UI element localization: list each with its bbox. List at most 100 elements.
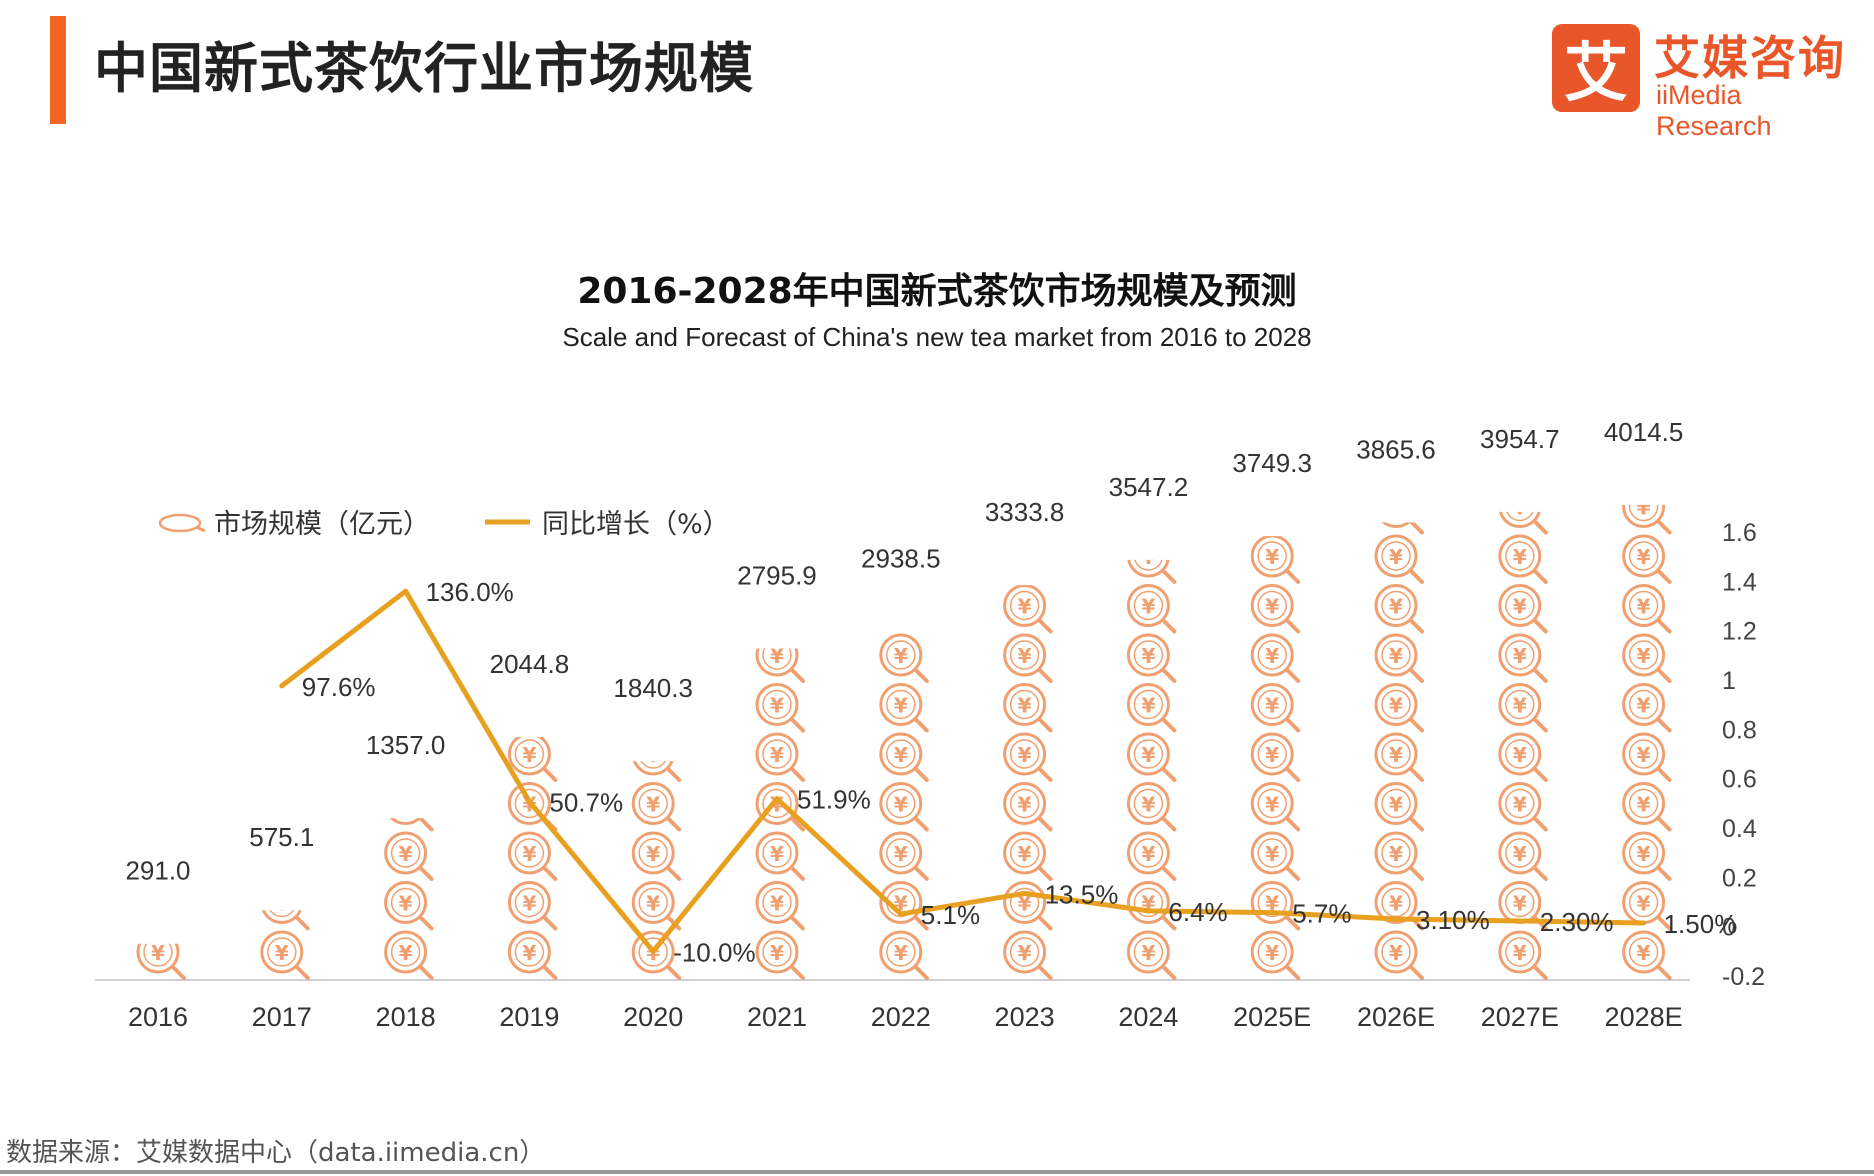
iimedia-logo: 艾 艾媒咨询 iiMedia Research [1552, 22, 1862, 141]
money-search-icon: ¥ [1622, 782, 1672, 832]
svg-text:¥: ¥ [151, 941, 165, 965]
money-search-icon: ¥ [1003, 585, 1053, 634]
right-axis-tick-label: 0.6 [1722, 766, 1757, 794]
right-axis-tick-label: -0.2 [1722, 963, 1765, 991]
money-search-icon: ¥ [879, 633, 929, 683]
money-search-icon: ¥ [389, 793, 434, 832]
money-search-icon: ¥ [1374, 782, 1424, 832]
right-axis-tick-label: 0.2 [1722, 864, 1757, 892]
bar-value-label: 3333.8 [985, 497, 1065, 527]
money-search-icon: ¥ [631, 831, 682, 881]
svg-text:¥: ¥ [1141, 694, 1155, 718]
growth-rate-point [1393, 916, 1399, 922]
money-search-icon: ¥ [1250, 683, 1301, 733]
svg-text:¥: ¥ [275, 941, 289, 965]
right-axis-tick-label: 1 [1722, 667, 1736, 695]
svg-text:¥: ¥ [646, 892, 660, 916]
svg-text:¥: ¥ [1513, 545, 1527, 569]
svg-text:¥: ¥ [522, 941, 536, 965]
x-tick-label: 2020 [623, 1002, 683, 1032]
growth-rate-point [1269, 910, 1275, 916]
money-search-icon: ¥ [879, 683, 929, 733]
x-tick-label: 2027E [1481, 1002, 1559, 1032]
svg-text:¥: ¥ [1018, 595, 1032, 619]
money-search-icon: ¥ [261, 910, 310, 931]
bar-2028E: ¥ ¥ ¥ ¥ ¥ ¥ ¥ ¥ ¥ ¥ [1622, 504, 1672, 980]
svg-text:¥: ¥ [770, 842, 784, 866]
svg-text:¥: ¥ [1513, 694, 1527, 718]
svg-text:¥: ¥ [1018, 793, 1032, 817]
money-search-icon: ¥ [1003, 732, 1053, 782]
right-axis-tick-label: 1.6 [1722, 519, 1757, 547]
legend: 市场规模（亿元） 同比增长（%） [158, 509, 730, 540]
right-axis-tick-label: 0.4 [1722, 815, 1757, 843]
bar-2022: ¥¥¥¥¥¥¥ [879, 633, 929, 980]
svg-text:¥: ¥ [399, 793, 413, 817]
svg-text:¥: ¥ [1265, 793, 1279, 817]
right-axis-tick-label: 1.2 [1722, 618, 1757, 646]
svg-text:¥: ¥ [1141, 545, 1155, 569]
svg-text:¥: ¥ [1389, 892, 1403, 916]
legend-line-label: 同比增长（%） [542, 509, 730, 540]
svg-text:¥: ¥ [1389, 793, 1403, 817]
svg-text:¥: ¥ [1637, 743, 1651, 767]
money-search-icon: ¥ [879, 732, 929, 782]
growth-rate-label: 2.30% [1540, 907, 1614, 937]
growth-rate-point [403, 588, 409, 594]
money-search-icon: ¥ [1374, 584, 1424, 634]
x-tick-label: 2018 [376, 1002, 436, 1032]
svg-text:¥: ¥ [770, 793, 784, 817]
bar-value-label: 575.1 [249, 822, 314, 852]
money-search-icon: ¥ [1622, 930, 1672, 980]
money-search-icon: ¥ [1622, 683, 1672, 733]
svg-text:¥: ¥ [894, 842, 908, 866]
money-search-icon: ¥ [1498, 511, 1548, 535]
growth-rate-point [1022, 890, 1028, 896]
money-search-icon: ¥ [1126, 683, 1177, 733]
legend-bar-icon [158, 513, 206, 533]
bar-2017: ¥¥ [260, 910, 310, 980]
bar-value-label: 2938.5 [861, 544, 941, 574]
svg-text:¥: ¥ [1389, 595, 1403, 619]
money-search-icon: ¥ [1250, 930, 1301, 980]
money-search-icon: ¥ [631, 881, 682, 931]
growth-rate-label: -10.0% [673, 937, 755, 967]
money-search-icon: ¥ [1250, 633, 1301, 683]
money-search-icon: ¥ [1622, 584, 1672, 634]
money-search-icon: ¥ [632, 743, 682, 782]
money-search-icon: ¥ [1126, 584, 1177, 634]
bar-value-label: 2044.8 [490, 649, 570, 679]
svg-text:¥: ¥ [646, 743, 660, 767]
money-search-icon: ¥ [755, 683, 805, 733]
svg-text:¥: ¥ [1389, 743, 1403, 767]
money-search-icon: ¥ [136, 941, 186, 980]
bar-2024: ¥¥¥¥¥¥¥¥¥ [1126, 545, 1177, 980]
bottom-rule [0, 1170, 1874, 1174]
money-search-icon: ¥ [1622, 831, 1672, 881]
growth-rate-label: 13.5% [1045, 879, 1119, 909]
money-search-icon: ¥ [1250, 732, 1301, 782]
svg-text:¥: ¥ [1265, 545, 1279, 569]
svg-text:¥: ¥ [1513, 892, 1527, 916]
svg-text:¥: ¥ [1018, 892, 1032, 916]
page-title: 中国新式茶饮行业市场规模 [94, 37, 754, 100]
money-search-icon: ¥ [1126, 930, 1177, 980]
money-search-icon: ¥ [384, 930, 434, 980]
right-axis-tick-label: 1.4 [1722, 568, 1757, 596]
money-search-icon: ¥ [1003, 782, 1053, 832]
bar-2027E: ¥ ¥ ¥ ¥ ¥ ¥ ¥ ¥ ¥ ¥ [1498, 511, 1548, 980]
right-axis-tick-label: 0 [1722, 914, 1736, 942]
bar-2018: ¥ ¥ ¥ ¥ [384, 793, 434, 980]
svg-text:¥: ¥ [1513, 644, 1527, 668]
money-search-icon: ¥ [260, 930, 310, 980]
svg-text:¥: ¥ [1637, 644, 1651, 668]
money-search-icon: ¥ [507, 930, 558, 980]
bar-value-label: 1357.0 [366, 730, 446, 760]
bar-2021: ¥ ¥ ¥ ¥ ¥ ¥ ¥ [755, 648, 805, 980]
svg-text:¥: ¥ [1389, 644, 1403, 668]
money-search-icon: ¥ [631, 782, 682, 832]
x-tick-label: 2016 [128, 1002, 188, 1032]
money-search-icon: ¥ [507, 881, 558, 931]
growth-rate-line [280, 588, 1644, 954]
